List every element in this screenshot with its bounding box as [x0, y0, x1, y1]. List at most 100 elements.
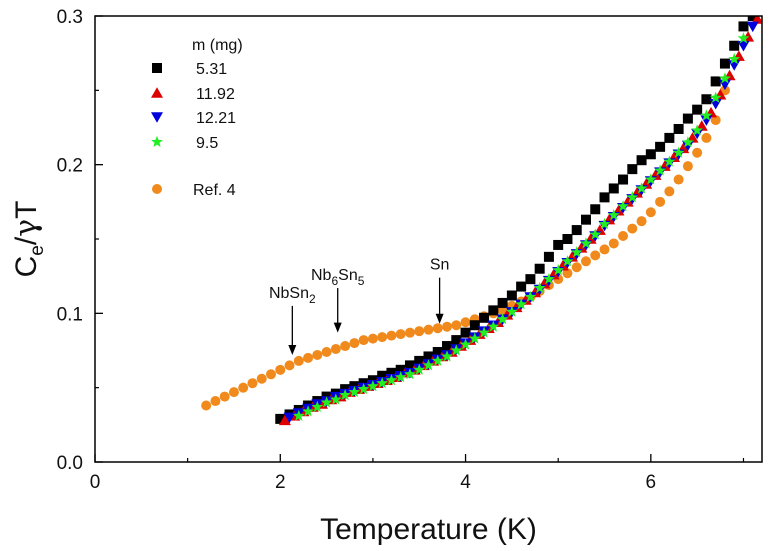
data-marks	[201, 16, 762, 426]
data-point	[737, 40, 750, 52]
legend-label: 11.92	[196, 86, 235, 103]
data-point	[413, 363, 426, 375]
data-point	[681, 140, 694, 152]
data-point	[219, 391, 230, 402]
data-point	[395, 329, 406, 340]
data-point	[256, 373, 267, 384]
annotation-subscript: 5	[358, 274, 365, 288]
data-point	[728, 52, 741, 65]
annotation-text: Nb	[311, 267, 332, 284]
annotation-text: Sn	[338, 267, 358, 284]
data-point	[580, 214, 591, 225]
data-point	[312, 349, 323, 360]
data-point	[303, 352, 314, 363]
y-title-sub: e	[27, 245, 48, 256]
annotation-text: Sn	[430, 257, 450, 274]
data-point	[496, 313, 509, 325]
x-tick-label: 4	[460, 472, 471, 493]
annotation-nbsn2: NbSn2	[269, 285, 316, 355]
data-point	[441, 350, 453, 362]
series-9-5	[292, 32, 750, 421]
x-tick-label: 6	[646, 472, 657, 493]
data-point	[617, 200, 629, 212]
data-point	[710, 115, 721, 126]
data-point	[442, 321, 453, 332]
data-point	[468, 332, 481, 344]
data-point	[524, 290, 537, 302]
data-point	[367, 379, 379, 392]
x-tick-label: 0	[90, 472, 101, 493]
data-point	[525, 274, 536, 285]
legend-marker	[152, 184, 162, 194]
data-point	[691, 124, 704, 136]
data-point	[700, 109, 713, 121]
x-axis-title: Temperature (K)	[320, 513, 537, 546]
data-point	[329, 393, 342, 405]
annotation-label: Sn	[430, 257, 450, 274]
data-point	[487, 320, 500, 332]
data-point	[562, 234, 573, 244]
data-point	[686, 132, 699, 143]
data-point	[293, 355, 304, 366]
data-point	[404, 368, 416, 380]
data-point	[700, 115, 713, 126]
data-point	[385, 374, 398, 386]
legend-marker	[152, 63, 162, 73]
plot-frame	[94, 15, 763, 463]
data-point	[562, 268, 573, 279]
y-axis-title: Ce/γT	[9, 201, 48, 278]
data-point	[663, 155, 676, 167]
legend-marker	[151, 112, 163, 123]
data-point	[395, 364, 406, 375]
data-point	[311, 400, 324, 413]
data-point	[367, 333, 378, 344]
data-point	[228, 387, 239, 398]
data-point	[561, 255, 574, 267]
data-point	[681, 136, 694, 148]
annotation-label: NbSn2	[269, 285, 316, 306]
data-point	[580, 256, 591, 267]
data-point	[580, 237, 592, 249]
data-point	[664, 132, 675, 143]
series-12-21	[283, 21, 759, 424]
y-title-tail: T	[10, 201, 43, 219]
legend: m (mg) 5.31 11.92 12.21 9.5 Ref. 4	[151, 37, 243, 199]
data-point	[497, 297, 508, 308]
data-point	[719, 72, 731, 84]
data-point	[589, 228, 602, 240]
annotation-subscript: 6	[331, 274, 338, 288]
data-point	[460, 327, 471, 338]
data-point	[618, 231, 629, 242]
data-point	[729, 40, 740, 51]
data-point	[451, 335, 462, 346]
data-point	[515, 298, 528, 310]
series-5-31	[275, 16, 758, 424]
data-point	[608, 183, 619, 194]
data-point	[377, 332, 388, 343]
data-point	[590, 204, 601, 215]
data-point	[571, 225, 582, 236]
data-point	[247, 378, 258, 389]
data-point	[349, 338, 360, 349]
y-tick-label: 0.3	[57, 7, 83, 28]
data-point	[728, 60, 741, 71]
data-point	[432, 346, 443, 357]
data-point	[635, 182, 648, 194]
data-point	[570, 246, 583, 258]
data-point	[275, 364, 286, 375]
data-point	[695, 120, 708, 131]
data-point	[654, 164, 666, 176]
data-point	[506, 290, 517, 301]
data-point	[737, 32, 750, 44]
data-point	[618, 174, 629, 185]
data-point	[459, 338, 472, 350]
data-point	[682, 113, 693, 124]
legend-marker	[151, 135, 163, 148]
y-title-main: C	[10, 256, 43, 278]
data-point	[710, 76, 721, 87]
data-point	[692, 104, 703, 115]
annotation-nb6sn5: Nb6Sn5	[311, 267, 365, 333]
data-point	[543, 251, 554, 262]
data-point	[357, 382, 370, 395]
